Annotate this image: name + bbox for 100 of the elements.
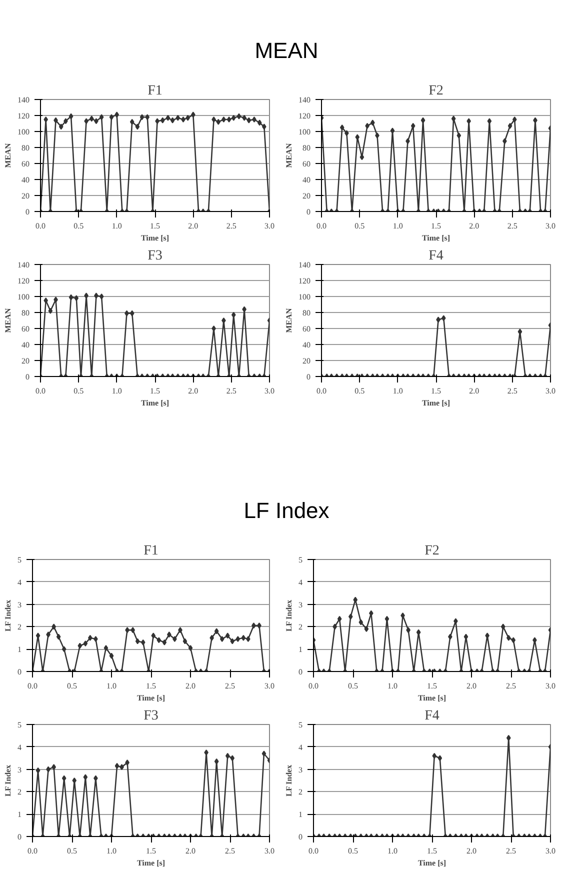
y-tick-label: 0 bbox=[306, 208, 310, 216]
y-tick-label: 0 bbox=[298, 832, 302, 842]
x-tick-label: 1.5 bbox=[431, 222, 441, 230]
x-axis-title: Time [s] bbox=[418, 858, 446, 868]
y-tick-label: 20 bbox=[302, 356, 310, 366]
y-tick-label: 0 bbox=[306, 372, 310, 382]
chart-title: F3 bbox=[148, 248, 162, 264]
y-tick-label: 100 bbox=[18, 292, 30, 302]
y-tick-label: 40 bbox=[22, 340, 30, 350]
y-tick-label: 0 bbox=[298, 668, 302, 676]
x-axis-title: Time [s] bbox=[140, 234, 170, 242]
y-tick-label: 3 bbox=[18, 765, 22, 774]
x-tick-label: 3.0 bbox=[264, 682, 274, 690]
x-tick-label: 2.5 bbox=[226, 386, 236, 396]
x-tick-label: 2.5 bbox=[507, 222, 518, 230]
x-tick-label: 0.0 bbox=[308, 846, 318, 856]
x-tick-label: 2.5 bbox=[225, 682, 235, 690]
x-tick-label: 0.5 bbox=[348, 846, 358, 856]
y-tick-label: 140 bbox=[298, 96, 310, 104]
x-tick-label: 0.0 bbox=[316, 222, 326, 230]
y-tick-label: 1 bbox=[18, 810, 22, 820]
x-tick-label: 2.5 bbox=[507, 386, 518, 396]
y-tick-label: 0 bbox=[18, 832, 22, 842]
y-axis-title: LF Index bbox=[4, 764, 12, 796]
y-tick-label: 1 bbox=[18, 645, 22, 654]
y-axis-title: LF Index bbox=[284, 764, 294, 796]
x-tick-label: 2.0 bbox=[186, 682, 196, 690]
y-tick-label: 140 bbox=[18, 260, 30, 270]
x-tick-label: 3.0 bbox=[264, 846, 274, 856]
x-tick-label: 1.0 bbox=[106, 682, 116, 690]
y-tick-label: 140 bbox=[298, 260, 310, 270]
y-tick-label: 2 bbox=[298, 788, 302, 797]
x-tick-label: 1.0 bbox=[392, 222, 403, 230]
y-tick-label: 60 bbox=[22, 160, 30, 168]
x-axis-title: Time [s] bbox=[422, 398, 450, 408]
chart-title: F4 bbox=[424, 708, 440, 724]
y-tick-label: 80 bbox=[302, 144, 310, 152]
y-tick-label: 4 bbox=[18, 742, 22, 752]
y-tick-label: 20 bbox=[22, 356, 30, 366]
chart-title: F1 bbox=[148, 84, 162, 98]
y-tick-label: 4 bbox=[18, 578, 22, 587]
y-tick-label: 1 bbox=[298, 645, 302, 654]
y-tick-label: 40 bbox=[22, 176, 30, 184]
x-tick-label: 0.0 bbox=[308, 682, 318, 690]
x-tick-label: 1.0 bbox=[388, 846, 398, 856]
x-tick-label: 2.0 bbox=[188, 222, 198, 230]
y-tick-label: 60 bbox=[302, 160, 310, 168]
x-axis-title: Time [s] bbox=[140, 398, 170, 408]
y-tick-label: 80 bbox=[22, 144, 30, 152]
y-tick-label: 5 bbox=[18, 556, 22, 564]
x-tick-label: 3.0 bbox=[264, 222, 274, 230]
chart-title: F4 bbox=[428, 248, 444, 264]
y-tick-label: 1 bbox=[298, 810, 302, 820]
x-tick-label: 1.0 bbox=[112, 222, 122, 230]
x-tick-label: 0.5 bbox=[348, 682, 358, 690]
x-tick-label: 1.0 bbox=[112, 386, 122, 396]
y-tick-label: 80 bbox=[302, 308, 310, 318]
x-tick-label: 1.0 bbox=[392, 386, 403, 396]
y-tick-label: 120 bbox=[18, 276, 30, 286]
x-tick-label: 2.0 bbox=[466, 846, 476, 856]
x-axis-title: Time [s] bbox=[136, 694, 166, 702]
y-tick-label: 3 bbox=[18, 600, 22, 610]
x-axis-title: Time [s] bbox=[418, 694, 446, 702]
x-tick-label: 2.0 bbox=[466, 682, 476, 690]
y-axis-title: MEAN bbox=[4, 143, 12, 168]
x-axis-title: Time [s] bbox=[136, 858, 166, 868]
y-tick-label: 120 bbox=[18, 112, 30, 120]
y-tick-label: 40 bbox=[302, 176, 310, 184]
y-tick-label: 40 bbox=[302, 340, 310, 350]
y-axis-title: LF Index bbox=[4, 600, 12, 632]
x-tick-label: 1.5 bbox=[150, 386, 160, 396]
y-tick-label: 0 bbox=[18, 668, 22, 676]
x-tick-label: 1.5 bbox=[431, 386, 441, 396]
y-tick-label: 2 bbox=[18, 622, 22, 632]
y-tick-label: 5 bbox=[18, 720, 22, 730]
x-tick-label: 2.0 bbox=[188, 386, 198, 396]
x-tick-label: 0.5 bbox=[74, 386, 84, 396]
y-tick-label: 2 bbox=[298, 622, 302, 632]
chart-title: F2 bbox=[428, 84, 444, 98]
y-axis-title: MEAN bbox=[284, 143, 294, 168]
y-tick-label: 20 bbox=[302, 192, 310, 200]
x-tick-label: 2.5 bbox=[226, 222, 236, 230]
x-tick-label: 0.0 bbox=[36, 222, 46, 230]
x-tick-label: 1.5 bbox=[150, 222, 160, 230]
x-tick-label: 0.5 bbox=[67, 846, 77, 856]
text: LF Index bbox=[242, 497, 330, 525]
y-tick-label: 120 bbox=[298, 112, 310, 120]
x-tick-label: 3.0 bbox=[546, 682, 556, 690]
y-axis-title: MEAN bbox=[4, 308, 12, 333]
y-tick-label: 4 bbox=[298, 578, 302, 587]
y-axis-title: LF Index bbox=[284, 600, 294, 632]
x-tick-label: 0.5 bbox=[354, 222, 365, 230]
x-tick-label: 0.0 bbox=[36, 386, 46, 396]
y-tick-label: 3 bbox=[298, 765, 302, 774]
y-tick-label: 140 bbox=[18, 96, 30, 104]
x-tick-label: 3.0 bbox=[546, 222, 556, 230]
x-tick-label: 0.5 bbox=[67, 682, 77, 690]
x-tick-label: 2.0 bbox=[469, 386, 480, 396]
y-tick-label: 3 bbox=[298, 600, 302, 610]
x-tick-label: 2.0 bbox=[186, 846, 196, 856]
